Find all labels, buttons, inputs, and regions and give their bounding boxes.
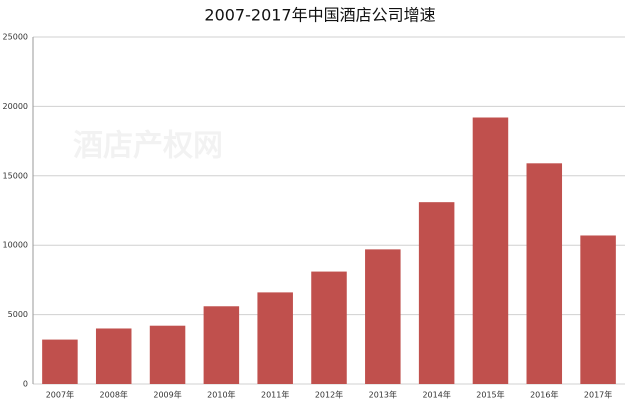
y-tick-label: 20000 [3,102,28,111]
x-tick-label: 2007年 [46,390,74,400]
x-tick-label: 2015年 [476,390,504,400]
y-tick-label: 25000 [3,33,28,42]
bar [472,117,509,384]
bar [42,339,78,384]
x-tick-label: 2008年 [100,390,128,400]
x-tick-label: 2013年 [369,390,397,400]
y-tick-label: 5000 [8,310,28,319]
x-tick-label: 2009年 [153,390,181,400]
bar [580,235,616,384]
x-tick-label: 2014年 [422,390,450,400]
bar [526,163,563,384]
chart-title: 2007-2017年中国酒店公司增速 [204,6,435,25]
x-tick-label: 2010年 [207,390,235,400]
bar [365,249,401,384]
watermark: 酒店产权网 [73,129,223,164]
bar [257,292,293,384]
bar [418,202,455,384]
bar [311,271,347,384]
bar [203,306,240,384]
bar [149,325,186,384]
y-tick-label: 10000 [3,241,28,250]
x-tick-label: 2017年 [584,390,612,400]
x-tick-label: 2011年 [261,390,289,400]
y-tick-label: 0 [23,380,28,389]
bar [95,328,132,384]
x-tick-label: 2012年 [315,390,343,400]
x-tick-label: 2016年 [530,390,558,400]
y-tick-label: 15000 [3,171,28,180]
